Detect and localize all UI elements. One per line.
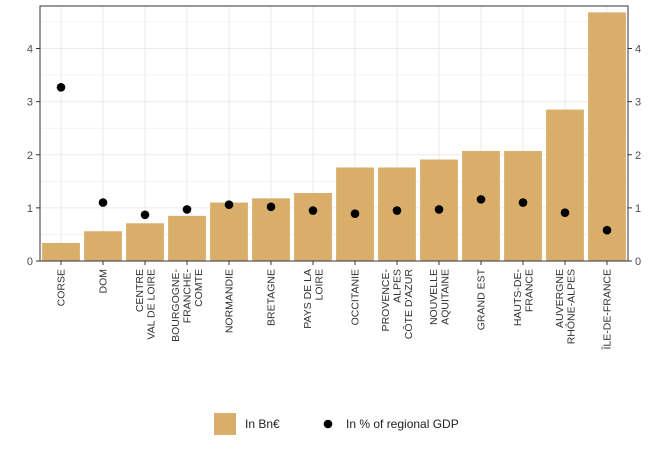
- x-tick-label: ÎLE-DE-FRANCE: [601, 269, 614, 351]
- data-point: [602, 225, 612, 235]
- x-tick-label: COMTE: [193, 269, 205, 307]
- legend-point-label: In % of regional GDP: [346, 417, 459, 431]
- x-tick-label: PAYS DE LA: [302, 269, 314, 329]
- legend-point-key: [323, 419, 333, 429]
- bar: [588, 12, 626, 261]
- category-labels: CORSE DOM CENTRE VAL DE LOIRE BOURGOGNE- FRAN…: [56, 261, 614, 351]
- x-tick-label: GRAND EST: [476, 268, 488, 330]
- x-tick-label: AQUITAINE: [439, 269, 451, 325]
- x-tick-label: LOIRE: [313, 269, 325, 301]
- bars: [42, 12, 626, 261]
- y-tick-label-left: 4: [27, 44, 33, 56]
- bar: [126, 223, 164, 261]
- data-point: [182, 205, 192, 214]
- legend-bar-key: [214, 413, 236, 435]
- data-point: [392, 206, 402, 215]
- x-tick-label: BOURGOGNE-: [170, 268, 182, 341]
- bar: [294, 193, 332, 261]
- data-point: [308, 206, 318, 215]
- y-tick-label-right: 2: [635, 150, 641, 162]
- points: [56, 82, 612, 235]
- y-tick-label-left: 0: [27, 256, 33, 268]
- data-point: [350, 209, 360, 219]
- bar: [462, 151, 500, 261]
- data-point: [98, 198, 108, 207]
- y-tick-label-right: 3: [635, 97, 641, 109]
- y-tick-label-left: 1: [27, 203, 33, 215]
- x-tick-label: OCCITANIE: [350, 269, 362, 325]
- data-point: [560, 208, 570, 217]
- x-tick-label: NORMANDIE: [224, 269, 236, 333]
- data-point: [476, 195, 486, 204]
- bar: [210, 202, 248, 261]
- x-tick-label: VAL DE LOIRE: [145, 269, 157, 340]
- data-point: [266, 202, 276, 212]
- x-tick-label: ALPES: [392, 269, 404, 303]
- bar: [168, 215, 206, 261]
- x-tick-label: PROVENCE-: [380, 269, 392, 332]
- axes: 0 0 1 1 2 2 3 3 4 4: [27, 44, 641, 269]
- data-point: [518, 198, 528, 207]
- plot-panel: [39, 5, 629, 262]
- x-tick-label: CÔTE D'AZUR: [402, 269, 415, 340]
- data-point: [56, 82, 66, 92]
- x-tick-label: AUVERGNE: [554, 269, 566, 328]
- x-tick-label: RHÔNE-ALPES: [564, 269, 577, 344]
- y-tick-label-right: 0: [635, 256, 641, 268]
- y-tick-label-left: 3: [27, 97, 33, 109]
- y-tick-label-left: 2: [27, 150, 33, 162]
- bar: [42, 242, 80, 261]
- legend: In Bn€ In % of regional GDP: [214, 413, 459, 435]
- data-point: [140, 210, 150, 220]
- x-tick-label: DOM: [98, 269, 110, 294]
- x-tick-label: HAUTS-DE-: [512, 269, 524, 327]
- y-tick-label-right: 1: [635, 203, 641, 215]
- x-tick-label: NOUVELLE: [428, 269, 440, 325]
- x-tick-label: CORSE: [56, 269, 68, 306]
- x-tick-label: CENTRE: [134, 269, 146, 312]
- bar: [546, 109, 584, 261]
- y-tick-label-right: 4: [635, 44, 641, 56]
- bar: [84, 231, 122, 261]
- x-tick-label: BRETAGNE: [266, 269, 278, 326]
- data-point: [224, 200, 234, 209]
- x-tick-label: FRANCE: [523, 269, 535, 312]
- data-point: [434, 205, 444, 214]
- x-tick-label: FRANCHE-: [182, 268, 194, 323]
- legend-bar-label: In Bn€: [245, 417, 280, 431]
